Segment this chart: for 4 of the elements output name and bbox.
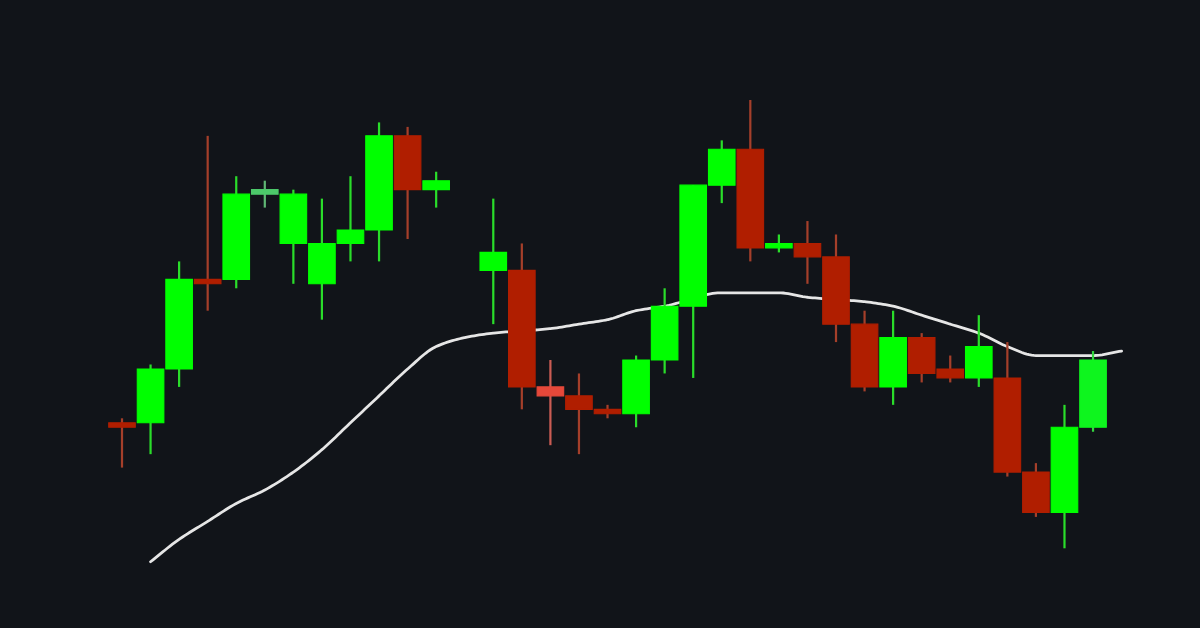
candlestick — [250, 179, 279, 209]
candlestick — [193, 134, 222, 312]
candlestick — [536, 358, 565, 447]
candlestick — [108, 417, 136, 469]
